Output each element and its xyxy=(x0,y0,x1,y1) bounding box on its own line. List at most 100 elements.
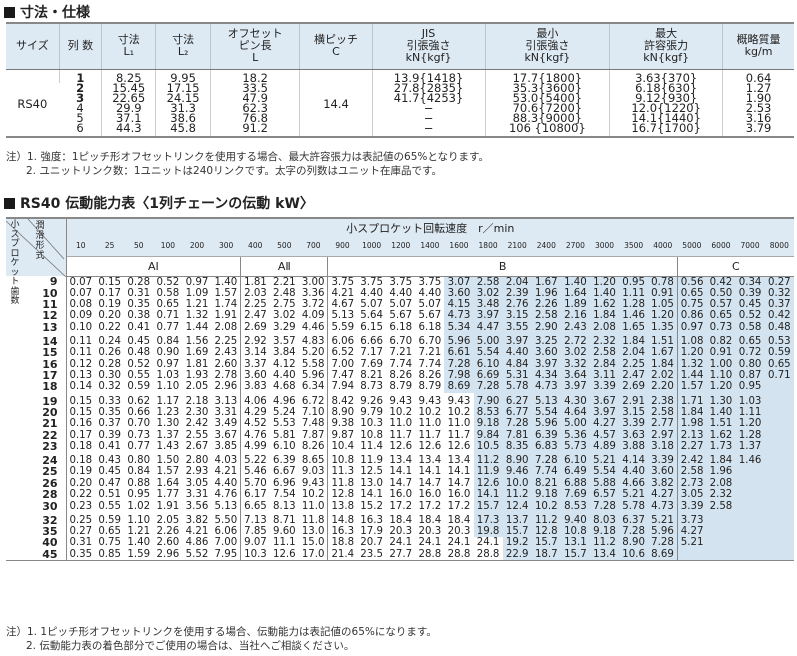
power-value: 1.96 xyxy=(706,466,736,478)
teeth-count: 45 xyxy=(6,548,67,561)
power-value: 12.8 xyxy=(531,525,561,538)
power-value: 0.65 xyxy=(706,310,736,322)
val-min: 17.7{1800} xyxy=(484,69,610,83)
power-value: 2.80 xyxy=(185,455,209,467)
power-value xyxy=(764,511,794,526)
rpm-10: 10 xyxy=(76,241,86,251)
power-value: 8.69 xyxy=(648,548,678,561)
power-value: 1.51 xyxy=(706,418,736,430)
spec-row: 3 22.65 24.15 47.9 41.7{4253} 53.0{5400} 9.12{… xyxy=(6,92,794,103)
power-value: 1.96 xyxy=(531,287,561,299)
power-value: 5.21 xyxy=(619,488,649,501)
power-value: 0.18 xyxy=(69,440,93,452)
power-value: 6.27 xyxy=(502,392,532,407)
power-value: 0.91 xyxy=(648,287,678,299)
power-value: 0.39 xyxy=(98,429,121,441)
power-value: 9.60 xyxy=(272,525,296,537)
power-value: 9.79 xyxy=(360,406,383,418)
teeth-count: 12 xyxy=(6,310,67,322)
power-value: 0.52 xyxy=(127,358,151,370)
power-value: 0.65 xyxy=(676,287,707,299)
power-value: 11.0 xyxy=(301,500,325,512)
dim-l2: 45.8 xyxy=(155,122,211,137)
power-value: 5.88 xyxy=(589,477,620,489)
val-min: 106 {10800} xyxy=(484,122,610,137)
power-value: 6.06 xyxy=(327,333,358,348)
power-value: 2.42 xyxy=(185,418,209,430)
teeth-count: 24 xyxy=(6,452,67,467)
power-value: 1.28 xyxy=(619,298,649,311)
power-value: 6.34 xyxy=(301,381,325,393)
power-value: 2.96 xyxy=(156,548,180,560)
power-value: 2.05 xyxy=(185,381,209,393)
power-value: 5.70 xyxy=(240,477,270,489)
power-value: 8.26 xyxy=(301,440,325,452)
power-value: 0.15 xyxy=(69,395,93,407)
power-value: 7.21 xyxy=(389,347,413,359)
power-value: 6.83 xyxy=(531,440,561,453)
power-value: 17.2 xyxy=(389,500,413,512)
val-min: 35.3{3600} xyxy=(484,82,610,93)
power-value: 3.02 xyxy=(272,310,296,322)
power-value: 3.25 xyxy=(531,333,561,348)
power-value: 0.11 xyxy=(69,336,93,348)
power-value: 0.42 xyxy=(706,276,736,288)
power-value: 0.58 xyxy=(735,321,765,334)
power-value: 4.40 xyxy=(389,287,413,299)
rows-count: 4 xyxy=(76,100,84,115)
teeth-count: 28 xyxy=(6,489,67,501)
power-value: 0.28 xyxy=(127,276,151,288)
spec-note-1: 注）1. 強度：1ピッチ形オフセットリンクを使用する場合、最大許容張力は表記値の… xyxy=(6,151,490,163)
power-value: 3.60 xyxy=(648,466,678,478)
teeth-count: 14 xyxy=(6,333,67,348)
power-value: 10.2 xyxy=(301,489,325,501)
power-value: 10.8 xyxy=(327,452,358,467)
power-value: 3.67 xyxy=(214,429,238,441)
rpm-300: 300 xyxy=(218,241,234,251)
power-value: 0.13 xyxy=(69,370,93,382)
power-value xyxy=(764,429,794,441)
power-value: 11.9 xyxy=(360,455,383,467)
power-value: 3.39 xyxy=(676,500,707,512)
val-mass: 3.79 xyxy=(722,122,794,137)
power-value: 0.72 xyxy=(735,347,765,359)
power-value: 0.30 xyxy=(98,370,121,382)
power-value: 0.65 xyxy=(735,333,765,348)
power-value: 2.32 xyxy=(706,488,736,501)
power-value: 2.90 xyxy=(531,321,561,334)
power-value: 15.2 xyxy=(360,500,383,512)
teeth-count: 13 xyxy=(6,322,67,334)
power-value: 13.4 xyxy=(389,455,413,467)
rpm-25: 25 xyxy=(104,241,115,251)
power-value: 3.39 xyxy=(589,381,620,393)
power-value: 13.4 xyxy=(589,548,620,561)
power-value: 5.21 xyxy=(676,537,707,549)
power-value: 1.50 xyxy=(156,455,180,467)
power-value: 0.15 xyxy=(98,276,121,288)
power-value: 16.0 xyxy=(389,489,413,501)
power-value: 2.21 xyxy=(272,276,296,288)
val-mass: 1.90 xyxy=(722,92,794,103)
rpm-3000: 3000 xyxy=(594,241,615,251)
teeth-count: 10 xyxy=(6,287,67,299)
power-value: 0.33 xyxy=(98,395,121,407)
power-value: 5.21 xyxy=(589,452,620,467)
power-value: 0.22 xyxy=(69,489,93,501)
power-value: 2.58 xyxy=(589,347,620,359)
power-value: 17.9 xyxy=(360,525,383,537)
table-row: 23 0.18 0.41 0.77 1.43 2.67 3.85 4.99 6.10 8.26 10… xyxy=(6,440,794,453)
power-value: 1.09 xyxy=(185,287,209,299)
power-value xyxy=(706,548,736,561)
table-row: 24 0.18 0.43 0.80 1.50 2.80 4.03 5.22 6.39 8.65 10… xyxy=(6,452,794,467)
power-value: 2.48 xyxy=(272,287,296,299)
power-value: 5.07 xyxy=(360,299,383,311)
power-value: 5.64 xyxy=(360,310,383,322)
power-value: 8.90 xyxy=(619,537,649,549)
lubrication-0: AⅠ xyxy=(65,255,241,277)
power-value: 9.46 xyxy=(502,466,532,478)
power-value: 0.45 xyxy=(98,466,121,478)
power-value: 5.07 xyxy=(418,299,442,311)
power-value: 5.54 xyxy=(531,406,561,419)
power-value: 5.46 xyxy=(240,466,270,478)
power-value: 6.77 xyxy=(502,406,532,419)
